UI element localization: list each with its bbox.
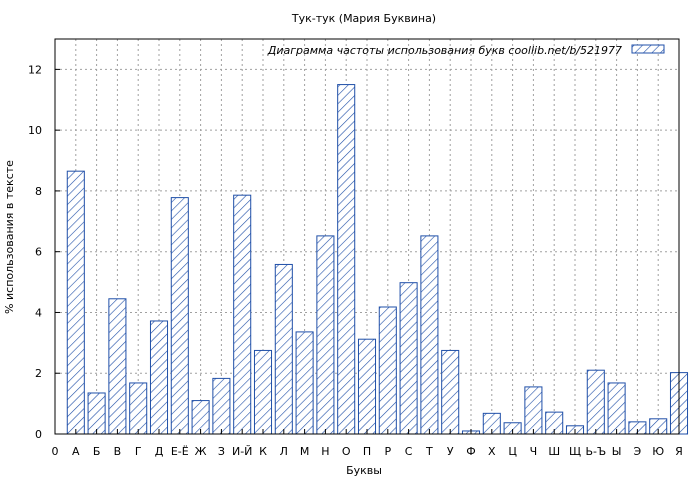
- legend: Диаграмма частоты использования букв coo…: [267, 44, 665, 57]
- x-tick-label: Б: [93, 445, 101, 458]
- x-tick-label: И-Й: [232, 445, 252, 458]
- bar: [524, 386, 543, 435]
- bar: [274, 263, 293, 435]
- x-tick-label: Л: [280, 445, 288, 458]
- bar: [295, 331, 314, 435]
- x-tick-label: Т: [425, 445, 433, 458]
- y-axis-label: % использования в тексте: [3, 160, 16, 314]
- x-tick-label: А: [72, 445, 80, 458]
- bar: [586, 369, 605, 435]
- x-tick-label: П: [363, 445, 371, 458]
- x-tick-label: Ц: [508, 445, 517, 458]
- x-tick-label: Г: [135, 445, 142, 458]
- x-tick-label: Д: [155, 445, 164, 458]
- bar: [316, 235, 335, 435]
- bar: [212, 377, 231, 435]
- y-tick-label: 2: [35, 367, 42, 380]
- bar: [441, 349, 460, 435]
- x-axis-label: Буквы: [346, 464, 382, 477]
- x-tick-labels: 0 А Б В Г Д Е-Ё Ж З И-Й К Л М Н О П Р С Т У Ф Х Ц Ч Ш Щ Ь-Ъ Ы Э Ю Я: [52, 445, 683, 458]
- x-tick-label: К: [259, 445, 267, 458]
- bars: [66, 84, 689, 435]
- y-tick-label: 8: [35, 185, 42, 198]
- y-tick-labels: 0 2 4 6 8 10 12: [28, 63, 42, 441]
- x-tick-label: Х: [488, 445, 496, 458]
- y-tick-label: 0: [35, 428, 42, 441]
- bar: [607, 382, 626, 435]
- bar: [378, 306, 397, 435]
- x-tick-label: З: [218, 445, 225, 458]
- bar: [191, 400, 210, 435]
- bar: [233, 194, 252, 435]
- legend-swatch: [631, 44, 665, 54]
- x-tick-label: Ф: [466, 445, 475, 458]
- x-tick-label: М: [300, 445, 310, 458]
- bar: [66, 170, 85, 435]
- axes: [54, 38, 680, 435]
- y-tick-label: 6: [35, 246, 42, 259]
- legend-label: Диаграмма частоты использования букв coo…: [267, 44, 622, 57]
- bar: [399, 282, 418, 435]
- bar: [170, 197, 189, 435]
- x-tick-label: 0: [52, 445, 59, 458]
- y-tick-label: 4: [35, 306, 42, 319]
- bar: [149, 320, 169, 435]
- bar: [337, 84, 356, 435]
- x-tick-label: Я: [675, 445, 683, 458]
- x-tick-label: Э: [634, 445, 642, 458]
- y-tick-label: 10: [28, 124, 42, 137]
- x-tick-label: В: [114, 445, 122, 458]
- x-tick-label: Ш: [548, 445, 560, 458]
- x-tick-label: С: [405, 445, 413, 458]
- x-tick-label: Е-Ё: [171, 445, 189, 458]
- bar: [253, 349, 273, 435]
- x-tick-label: Ы: [612, 445, 622, 458]
- x-tick-label: Ю: [652, 445, 664, 458]
- x-tick-label: Р: [384, 445, 391, 458]
- x-tick-label: У: [447, 445, 454, 458]
- x-tick-label: О: [342, 445, 351, 458]
- x-tick-label: Н: [321, 445, 329, 458]
- chart-title: Тук-тук (Мария Буквина): [291, 12, 436, 25]
- x-tick-label: Ч: [530, 445, 538, 458]
- x-tick-label: Ь-Ъ: [585, 445, 606, 458]
- bar: [129, 382, 148, 435]
- bar: [420, 235, 439, 435]
- x-tick-label: Ж: [195, 445, 207, 458]
- bar: [87, 392, 106, 435]
- bar: [357, 338, 377, 435]
- x-tick-label: Щ: [569, 445, 581, 458]
- y-tick-label: 12: [28, 63, 42, 76]
- bar: [108, 298, 127, 435]
